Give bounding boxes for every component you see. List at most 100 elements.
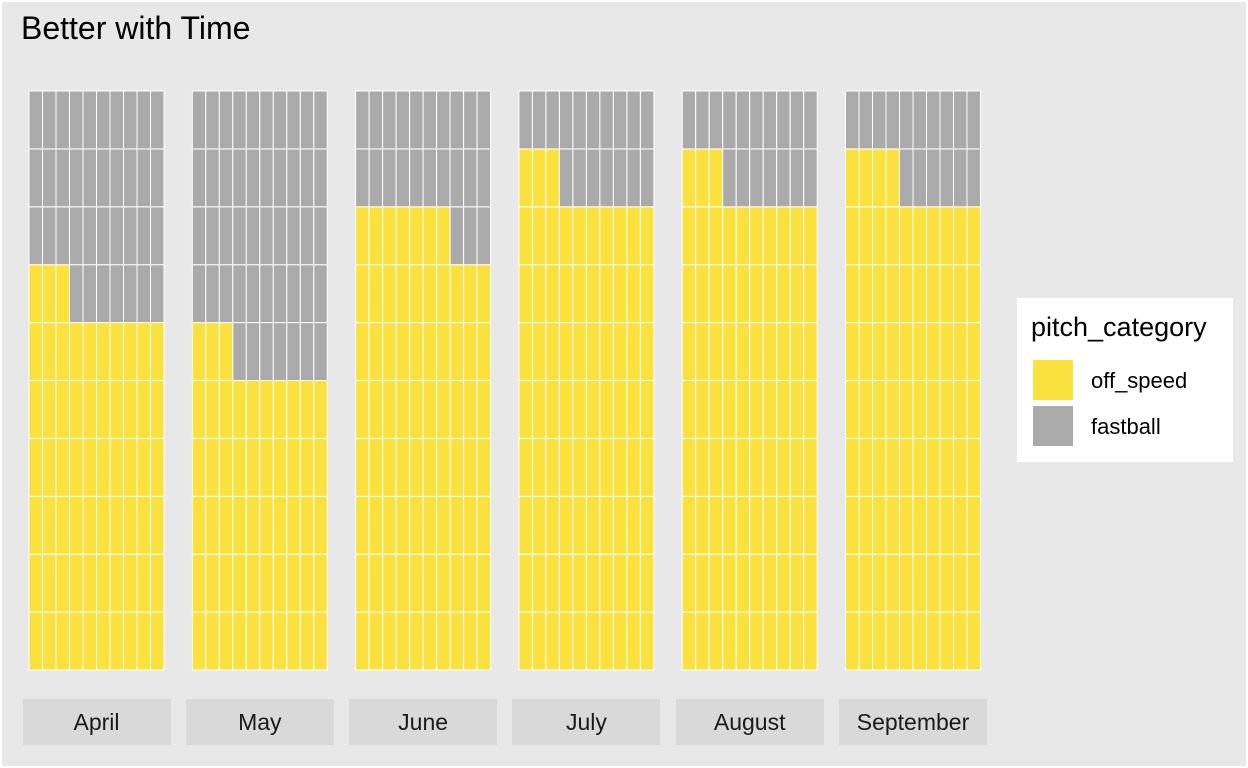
waffle-cell-off-speed [382,437,397,497]
waffle-cell-off-speed [531,495,547,555]
waffle-cell-off-speed [232,611,247,671]
waffle-cell-off-speed [885,553,900,613]
waffle-cell-off-speed [245,495,261,555]
waffle-cell-off-speed [109,553,124,613]
waffle-cell-off-speed [858,611,873,671]
waffle-cell-off-speed [245,380,261,439]
waffle-cell-off-speed [626,611,641,671]
waffle-cell-off-speed [449,553,465,613]
waffle-cell-fastball [82,264,97,324]
waffle-cell-off-speed [885,495,900,555]
waffle-cell-fastball [953,90,968,150]
waffle-cell-off-speed [872,148,887,208]
waffle-cell-fastball [558,90,574,150]
waffle-cell-off-speed [858,553,873,613]
waffle-cell-off-speed [872,611,887,671]
waffle-cell-off-speed [776,611,791,671]
waffle-cell-fastball [232,206,247,266]
waffle-cell-off-speed [585,380,601,439]
waffle-cell-off-speed [463,322,478,382]
waffle-cell-fastball [639,90,655,150]
waffle-cell-off-speed [69,380,84,439]
waffle-cell-off-speed [612,495,628,555]
waffle-cell-off-speed [476,553,492,613]
waffle-cell-off-speed [749,206,764,266]
waffle-cell-off-speed [395,206,411,266]
waffle-cell-off-speed [531,322,547,382]
waffle-cell-off-speed [722,322,737,382]
waffle-cell-off-speed [899,380,914,439]
waffle-cell-off-speed [55,264,70,324]
waffle-cell-off-speed [286,380,301,439]
waffle-cell-off-speed [463,553,478,613]
waffle-cell-fastball [845,90,860,150]
waffle-cell-off-speed [476,495,492,555]
waffle-cell-off-speed [395,611,411,671]
waffle-cell-off-speed [912,322,927,382]
waffle-cell-off-speed [136,553,151,613]
waffle-cell-off-speed [463,495,478,555]
waffle-cell-off-speed [899,437,914,497]
waffle-cell-off-speed [626,553,641,613]
waffle-cell-off-speed [545,611,560,671]
waffle-cell-fastball [585,148,601,208]
waffle-cell-off-speed [899,322,914,382]
waffle-cell-fastball [150,148,165,208]
waffle-cell-off-speed [232,553,247,613]
waffle-cell-off-speed [966,553,981,613]
waffle-cell-fastball [69,264,84,324]
waffle-cell-fastball [395,148,411,208]
waffle-cell-off-speed [28,437,43,497]
waffle-cell-fastball [626,148,641,208]
waffle-cell-off-speed [272,553,288,613]
waffle-cell-off-speed [259,437,274,497]
waffle-cell-off-speed [695,495,710,555]
waffle-cell-fastball [518,90,533,150]
waffle-cell-off-speed [572,264,587,324]
facet-label-may: May [185,699,334,745]
waffle-cell-off-speed [545,495,560,555]
waffle-cell-fastball [449,90,465,150]
legend: pitch_category off_speed fastball [1017,298,1233,462]
facet-label-august: August [675,699,824,745]
waffle-cell-fastball [232,90,247,150]
waffle-cell-off-speed [612,437,628,497]
waffle-cell-off-speed [885,437,900,497]
waffle-cell-fastball [749,148,764,208]
waffle-cell-off-speed [872,206,887,266]
waffle-cell-fastball [422,148,438,208]
waffle-cell-off-speed [966,437,981,497]
waffle-cell-off-speed [382,206,397,266]
waffle-cell-off-speed [762,380,778,439]
waffle-cell-fastball [218,206,234,266]
waffle-cell-fastball [313,264,328,324]
waffle-cell-fastball [245,322,261,382]
waffle-cell-fastball [449,148,465,208]
waffle-cell-fastball [926,90,941,150]
waffle-cell-off-speed [409,437,424,497]
waffle-cell-off-speed [422,206,438,266]
waffle-cell-off-speed [355,553,370,613]
waffle-cell-off-speed [395,553,411,613]
waffle-cell-off-speed [939,437,954,497]
waffle-cell-off-speed [681,148,697,208]
waffle-cell-off-speed [69,322,84,382]
waffle-cell-off-speed [205,380,220,439]
waffle-cell-off-speed [409,322,424,382]
waffle-cell-off-speed [912,264,927,324]
waffle-cell-off-speed [681,437,697,497]
waffle-cell-off-speed [789,437,805,497]
waffle-cell-off-speed [476,380,492,439]
waffle-cell-off-speed [449,495,465,555]
waffle-cell-off-speed [409,495,424,555]
waffle-cell-off-speed [150,495,165,555]
waffle-cell-off-speed [368,553,384,613]
waffle-cell-off-speed [518,264,533,324]
waffle-cell-off-speed [749,437,764,497]
waffle-cell-fastball [762,148,778,208]
waffle-cell-off-speed [96,380,111,439]
waffle-cell-off-speed [109,495,124,555]
waffle-cell-off-speed [708,553,724,613]
waffle-cell-fastball [150,90,165,150]
waffle-cell-off-speed [545,553,560,613]
